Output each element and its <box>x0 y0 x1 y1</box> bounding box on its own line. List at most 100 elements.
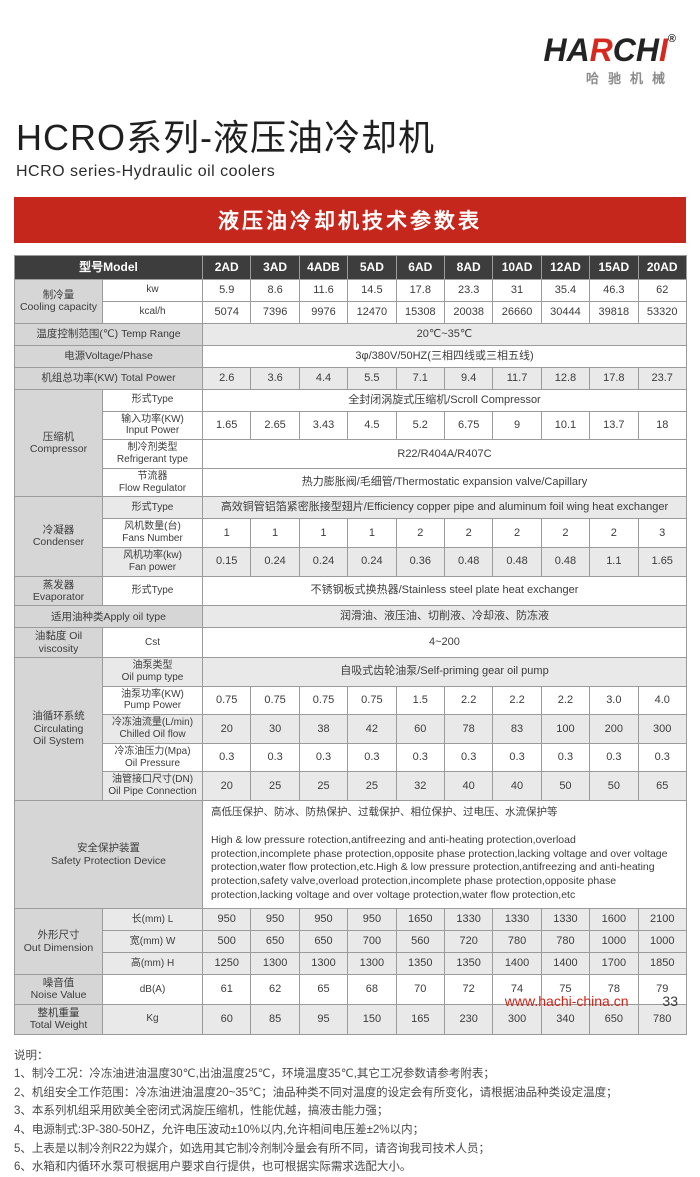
value-cell: 2.2 <box>492 685 542 716</box>
merged-value: 热力膨胀阀/毛细管/Thermostatic expansion valve/C… <box>202 467 687 498</box>
table-row: 制冷量 Cooling capacity kw 5.9 8.6 11.6 14.5 17.8 2… <box>14 278 687 324</box>
table-row: 油黏度 Oil viscosity Cst 4~200 <box>14 627 687 659</box>
value-cell: 0.48 <box>443 546 494 577</box>
value-cell: 4.4 <box>298 366 349 390</box>
value-cell: 500 <box>202 930 252 954</box>
value-cell: 68 <box>347 974 397 1005</box>
value-cell: 1650 <box>395 908 445 932</box>
value-cell: 17.8 <box>589 366 639 390</box>
value-cell: 30 <box>250 714 300 744</box>
page-subtitle: HCRO series-Hydraulic oil coolers <box>16 162 276 180</box>
logo-letter: I <box>659 32 668 68</box>
notes-section: 说明： 1、制冷工况：冷冻油进油温度30℃,出油温度25℃，环境温度35℃,其它… <box>14 1047 686 1177</box>
value-cell: 78 <box>589 974 639 1005</box>
value-cell: 2100 <box>637 908 687 932</box>
col-header: 15AD <box>589 254 639 280</box>
value-cell: 60 <box>202 1003 252 1035</box>
row-sublabel: 风机功率(kw) Fan power <box>101 546 204 577</box>
value-cell: 300 <box>637 714 687 744</box>
value-cell: 20 <box>202 714 252 744</box>
value-cell: 65 <box>298 974 349 1005</box>
value-cell: 1 <box>298 518 349 548</box>
value-cell: 17.8 <box>395 278 445 302</box>
note-item: 5、上表是以制冷剂R22为媒介，如选用其它制冷剂制冷量会有所不同，请咨询我司技术… <box>14 1142 490 1155</box>
row-sublabel: 油管接口尺寸(DN) Oil Pipe Connection <box>101 771 204 802</box>
table-row: 输入功率(KW) Input Power 1.65 2.65 3.43 4.5 5.2 6.7… <box>15 410 687 441</box>
value-cell: 5074 <box>202 300 252 324</box>
website-url: www.hachi-china.cn <box>504 993 629 1009</box>
value-cell: 165 <box>395 1003 445 1035</box>
value-cell: 20038 <box>443 300 494 324</box>
value-cell: 18 <box>637 410 687 441</box>
value-cell: 3.43 <box>298 410 349 441</box>
row-sublabel: 形式Type <box>101 388 204 412</box>
row-label: 温度控制范围(℃) Temp Range <box>13 322 204 346</box>
value-cell: 0.24 <box>347 546 397 577</box>
value-cell: 53320 <box>637 300 687 324</box>
note-item: 6、水箱和内循环水泵可根据用户要求自行提供，也可根据实际需求选配大小。 <box>14 1161 412 1174</box>
value-cell: 0.3 <box>298 742 349 773</box>
value-cell: 1250 <box>202 952 252 976</box>
row-label: 冷凝器 Condenser <box>14 496 103 577</box>
value-cell: 14.5 <box>347 278 397 302</box>
value-cell: 5.5 <box>347 366 397 390</box>
row-label: 整机重量 Total Weight <box>14 1003 103 1035</box>
row-sublabel: 风机数量(台) Fans Number <box>101 518 204 548</box>
value-cell: 3.6 <box>250 366 300 390</box>
row-sublabel: 宽(mm) W <box>101 930 204 954</box>
row-sublabel: 油泵类型 Oil pump type <box>101 657 204 687</box>
value-cell: 46.3 <box>589 278 639 302</box>
spec-table-body: 型号Model 2AD 3AD 4ADB 5AD 6AD 8AD 10AD 12AD 15AD 20… <box>13 254 687 1035</box>
row-label: 安全保护装置 Safety Protection Device <box>13 800 204 910</box>
value-cell: 0.3 <box>347 742 397 773</box>
value-cell: 30444 <box>540 300 591 324</box>
value-cell: 1000 <box>589 930 639 954</box>
value-cell: 0.75 <box>202 685 252 716</box>
value-cell: 0.3 <box>540 742 591 773</box>
row-sublabel: 输入功率(KW) Input Power <box>101 410 204 441</box>
table-row: 安全保护装置 Safety Protection Device 高低压保护、防冰、防… <box>13 800 687 910</box>
value-cell: 150 <box>347 1003 397 1035</box>
merged-value: 4~200 <box>202 627 687 659</box>
value-cell: 4.0 <box>637 685 687 716</box>
value-cell: 1.5 <box>395 685 445 716</box>
value-cell: 700 <box>347 930 397 954</box>
row-sublabel: 冷冻油流量(L/min) Chilled Oil flow <box>101 714 204 744</box>
table-row: 电源Voltage/Phase 3φ/380V/50HZ(三相四线或三相五线) <box>13 344 687 368</box>
value-cell: 6.75 <box>443 410 494 441</box>
value-cell: 38 <box>298 714 349 744</box>
row-label: 蒸发器 Evaporator <box>14 575 103 607</box>
notes-heading: 说明： <box>14 1049 49 1062</box>
table-row: 风机功率(kw) Fan power 0.15 0.24 0.24 0.24 0.36 0.4… <box>15 546 687 577</box>
note-item: 3、本系列机组采用欧美全密闭式涡旋压缩机，性能优越，搞液击能力强； <box>14 1105 389 1118</box>
value-cell: 65 <box>637 771 687 802</box>
value-cell: 2.65 <box>250 410 300 441</box>
value-cell: 0.24 <box>298 546 349 577</box>
value-cell: 62 <box>250 974 300 1005</box>
value-cell: 0.3 <box>492 742 542 773</box>
value-cell: 0.3 <box>637 742 687 773</box>
value-cell: 1 <box>347 518 397 548</box>
value-cell: 31 <box>492 278 542 302</box>
safety-protection-text: 高低压保护、防冰、防热保护、过载保护、相位保护、过电压、水流保护等 High & … <box>202 800 687 910</box>
value-cell: 0.48 <box>540 546 591 577</box>
value-cell: 20 <box>202 771 252 802</box>
merged-value: R22/R404A/R407C <box>202 439 687 469</box>
value-cell: 100 <box>540 714 591 744</box>
value-cell: 78 <box>443 714 494 744</box>
note-item: 2、机组安全工作范围：冷冻油进油温度20~35℃；油品种类不同对温度的设定会有所… <box>14 1086 618 1099</box>
value-cell: 200 <box>589 714 639 744</box>
value-cell: 62 <box>637 278 687 302</box>
value-cell: 1.65 <box>637 546 687 577</box>
value-cell: 1300 <box>250 952 300 976</box>
value-cell: 70 <box>395 974 445 1005</box>
value-cell: 74 <box>492 974 542 1005</box>
value-cell: 5.2 <box>395 410 445 441</box>
row-label: 压缩机 Compressor <box>14 388 103 498</box>
merged-value: 高效铜管铝箔紧密胀接型翅片/Efficiency copper pipe and… <box>202 496 687 520</box>
row-label: 适用油种类Apply oil type <box>13 605 204 629</box>
table-row: 油泵功率(KW) Pump Power 0.75 0.75 0.75 0.75 1.5 2.2… <box>15 685 687 716</box>
logo-chinese-name: 哈驰机械 <box>585 71 674 86</box>
value-cell: 83 <box>492 714 542 744</box>
value-cell: 950 <box>298 908 349 932</box>
